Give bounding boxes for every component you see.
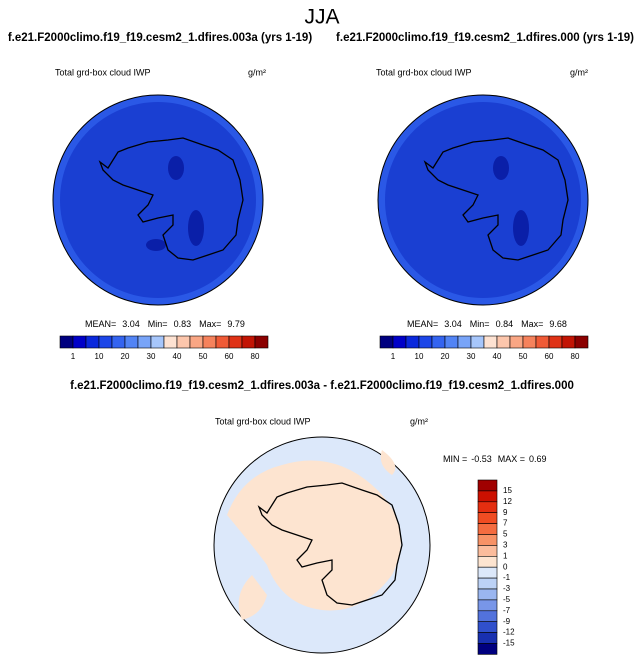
- colorbar-label: 7: [503, 519, 508, 528]
- colorbar-swatch: [111, 335, 126, 349]
- colorbar-swatch: [477, 599, 498, 612]
- colorbar-swatch: [124, 335, 139, 349]
- colorbar-swatch: [477, 534, 498, 546]
- colorbar-label: -3: [503, 584, 511, 593]
- colorbar-label: 1: [503, 551, 508, 560]
- colorbar-swatch: [477, 632, 498, 644]
- colorbar-swatch: [470, 335, 485, 349]
- figure-title: JJA: [304, 6, 339, 29]
- units-label: g/m²: [570, 67, 588, 77]
- colorbar-swatch: [72, 335, 87, 349]
- colorbar-swatch: [189, 335, 204, 349]
- colorbar-swatch: [477, 610, 498, 622]
- colorbar-swatch: [379, 335, 394, 349]
- variable-label: Total grd-box cloud IWP: [55, 67, 151, 77]
- colorbar-swatch: [163, 335, 178, 349]
- colorbar-swatch: [254, 335, 269, 349]
- colorbar-label: 30: [467, 352, 476, 361]
- colorbar-swatch: [405, 335, 420, 349]
- colorbar-label: -1: [503, 573, 511, 582]
- colorbar-label: 40: [173, 352, 182, 361]
- colorbar-swatch: [561, 335, 576, 349]
- panel-title: f.e21.F2000climo.f19_f19.cesm2_1.dfires.…: [8, 32, 312, 44]
- colorbar-swatch: [574, 335, 589, 349]
- colorbar-label: 1: [391, 352, 396, 361]
- colorbar-label: 3: [503, 541, 508, 550]
- colorbar-label: 60: [225, 352, 234, 361]
- map: [213, 436, 431, 654]
- colorbar-label: 50: [519, 352, 528, 361]
- stats: MEAN= 3.04 Min= 0.83 Max= 9.79: [85, 319, 245, 329]
- colorbar-swatch: [483, 335, 498, 349]
- colorbar-swatch: [392, 335, 407, 349]
- colorbar-swatch: [431, 335, 446, 349]
- colorbar-swatch: [176, 335, 191, 349]
- colorbar-label: 15: [503, 486, 512, 495]
- colorbar-swatch: [477, 577, 498, 590]
- colorbar-label: 50: [199, 352, 208, 361]
- colorbar-label: -9: [503, 617, 511, 626]
- colorbar-swatch: [548, 335, 563, 349]
- colorbar-label: 1: [71, 352, 76, 361]
- variable-label: Total grd-box cloud IWP: [376, 67, 472, 77]
- map: [377, 94, 589, 306]
- colorbar-label: 9: [503, 508, 508, 517]
- colorbar-swatch: [477, 588, 498, 601]
- colorbar-swatch: [477, 501, 498, 513]
- units-label: g/m²: [410, 416, 428, 426]
- colorbar-swatch: [477, 545, 498, 557]
- colorbar-swatch: [444, 335, 459, 349]
- colorbar-label: -15: [503, 639, 515, 648]
- stats: MIN = -0.53 MAX = 0.69: [443, 454, 547, 464]
- colorbar-swatch: [457, 335, 472, 349]
- colorbar-label: -7: [503, 606, 511, 615]
- colorbar-swatch: [477, 566, 498, 579]
- colorbar-label: 30: [147, 352, 156, 361]
- colorbar-swatch: [522, 335, 537, 349]
- colorbar-swatch: [509, 335, 524, 349]
- colorbar-swatch: [228, 335, 243, 349]
- colorbar-label: -5: [503, 595, 511, 604]
- colorbar-swatch: [477, 490, 498, 503]
- colorbar-swatch: [477, 479, 498, 492]
- colorbar-label: 12: [503, 497, 512, 506]
- colorbar-label: 10: [95, 352, 104, 361]
- colorbar-swatch: [496, 335, 511, 349]
- colorbar-swatch: [477, 555, 498, 568]
- colorbar-swatch: [535, 335, 550, 349]
- colorbar-swatch: [215, 335, 230, 349]
- colorbar-swatch: [477, 643, 498, 655]
- colorbar-swatch: [202, 335, 217, 349]
- colorbar-label: 0: [503, 562, 508, 571]
- colorbar-swatch: [137, 335, 152, 349]
- colorbar-swatch: [150, 335, 165, 349]
- colorbar-swatch: [59, 335, 74, 349]
- colorbar-swatch: [241, 335, 256, 349]
- panel-title: f.e21.F2000climo.f19_f19.cesm2_1.dfires.…: [336, 32, 634, 44]
- colorbar-swatch: [418, 335, 433, 349]
- panel-title: f.e21.F2000climo.f19_f19.cesm2_1.dfires.…: [70, 380, 574, 392]
- map: [52, 94, 264, 306]
- colorbar-swatch: [477, 621, 498, 633]
- colorbar-label: 20: [441, 352, 450, 361]
- colorbar-swatch: [98, 335, 113, 349]
- colorbar-swatch: [85, 335, 100, 349]
- units-label: g/m²: [248, 67, 266, 77]
- colorbar-swatch: [477, 523, 498, 535]
- colorbar-label: 80: [251, 352, 260, 361]
- colorbar-label: 80: [571, 352, 580, 361]
- colorbar-swatch: [477, 512, 498, 524]
- variable-label: Total grd-box cloud IWP: [215, 416, 311, 426]
- colorbar-label: 10: [415, 352, 424, 361]
- stats: MEAN= 3.04 Min= 0.84 Max= 9.68: [407, 319, 567, 329]
- colorbar-label: 40: [493, 352, 502, 361]
- colorbar-label: 20: [121, 352, 130, 361]
- colorbar-label: -12: [503, 628, 515, 637]
- colorbar-label: 5: [503, 530, 508, 539]
- colorbar-label: 60: [545, 352, 554, 361]
